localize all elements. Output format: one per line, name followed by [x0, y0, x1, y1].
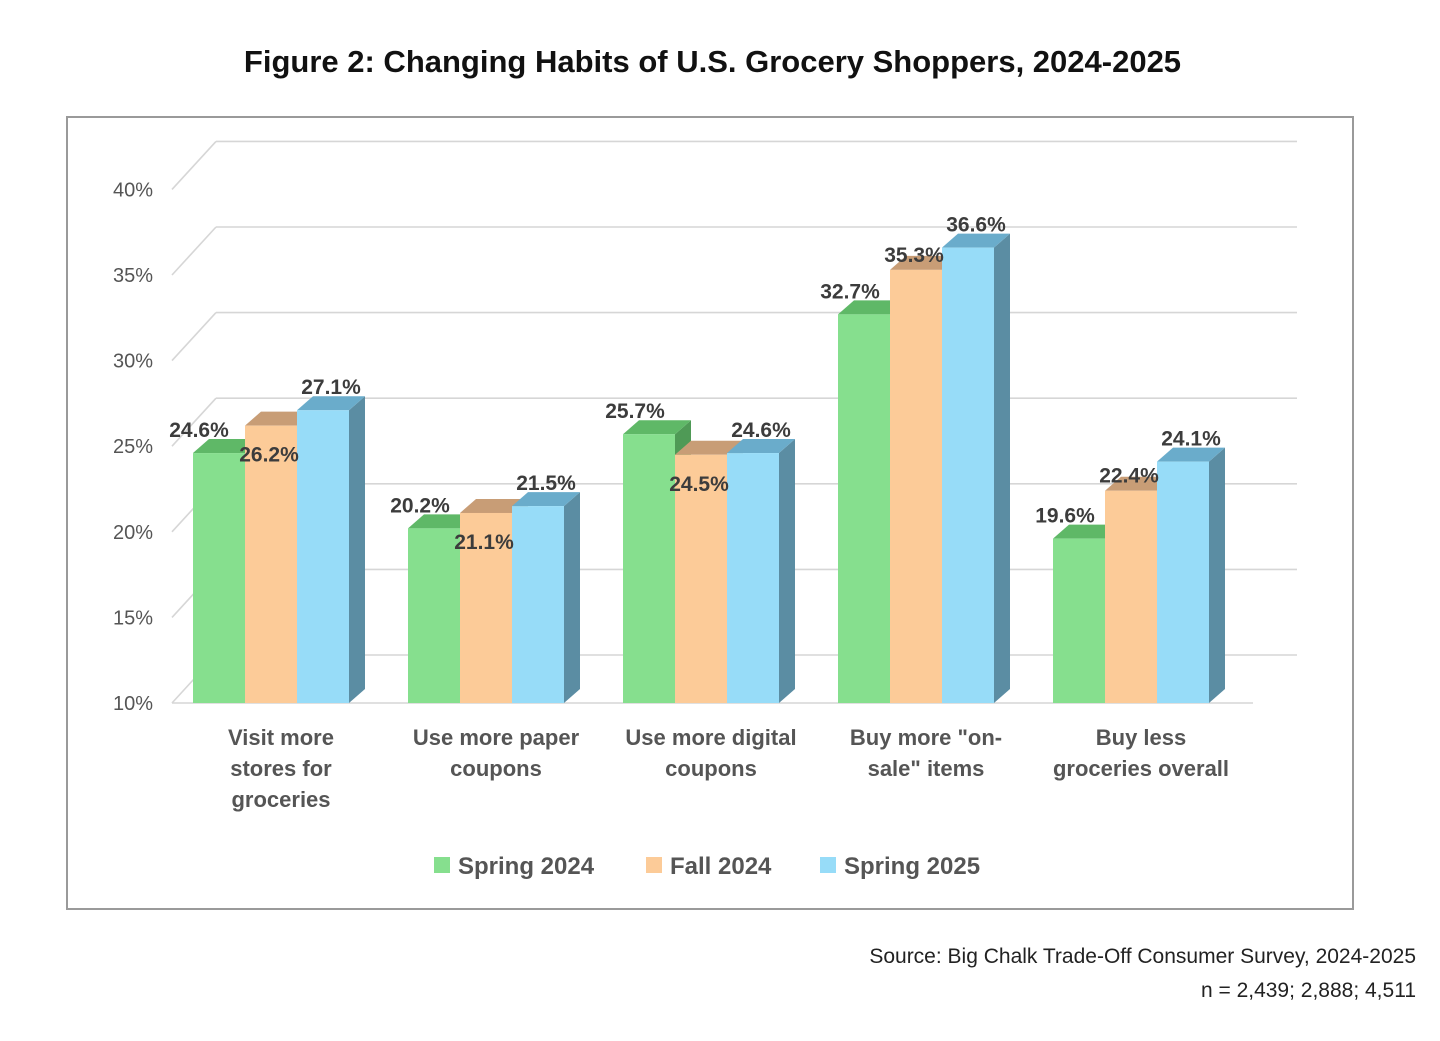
x-tick-label: groceries overall [1053, 756, 1229, 781]
bar-top [408, 514, 476, 529]
data-label: 24.6% [731, 419, 791, 442]
data-label: 21.1% [454, 531, 514, 554]
bar-top [245, 411, 313, 426]
data-label: 22.4% [1099, 465, 1159, 488]
bar [727, 453, 779, 703]
y-tick-label: 40% [113, 179, 153, 201]
data-label: 20.2% [390, 494, 450, 517]
source-note: Source: Big Chalk Trade-Off Consumer Sur… [869, 940, 1416, 1008]
legend-label: Spring 2024 [458, 853, 595, 880]
bar [838, 314, 890, 703]
data-label: 27.1% [301, 376, 361, 399]
bar-top [890, 255, 958, 270]
x-tick-label: stores for [230, 756, 332, 781]
y-tick-label: 35% [113, 265, 153, 287]
data-label: 35.3% [884, 244, 944, 267]
chart-title: Figure 2: Changing Habits of U.S. Grocer… [243, 44, 1182, 79]
legend-label: Spring 2025 [844, 853, 980, 880]
legend-swatch [434, 857, 450, 873]
bar [942, 247, 994, 703]
bar [297, 410, 349, 703]
bar-top [942, 233, 1010, 248]
x-tick-label: sale" items [868, 756, 985, 781]
bar-top [727, 439, 795, 454]
bar-side [349, 396, 365, 703]
x-tick-label: Buy less [1096, 725, 1187, 750]
gridline-diagonal [171, 226, 217, 276]
x-tick-label: Buy more "on- [850, 725, 1002, 750]
data-label: 32.7% [820, 280, 880, 303]
bar-top [1105, 476, 1173, 491]
data-label: 26.2% [239, 444, 299, 467]
x-tick-label: Visit more [228, 725, 334, 750]
gridline-diagonal [171, 397, 217, 447]
gridline-diagonal [171, 312, 217, 362]
bar [245, 425, 297, 703]
bar [1053, 538, 1105, 703]
bar-top [460, 498, 528, 513]
bar [675, 454, 727, 703]
bar [623, 434, 675, 703]
bar-top [297, 396, 365, 411]
bar [512, 506, 564, 703]
bar-side [779, 439, 795, 703]
bar-top [1053, 524, 1121, 539]
bar-top [1157, 447, 1225, 462]
bar-top [675, 440, 743, 455]
bar [460, 512, 512, 703]
x-tick-label: coupons [665, 756, 757, 781]
data-label: 19.6% [1035, 505, 1095, 528]
bar [408, 528, 460, 703]
legend-label: Fall 2024 [670, 853, 772, 880]
data-label: 24.6% [169, 419, 229, 442]
bar-top [512, 492, 580, 507]
chart-frame [66, 116, 1354, 910]
data-label: 24.5% [669, 473, 729, 496]
bar [890, 269, 942, 703]
bar [1105, 490, 1157, 703]
bar-top [623, 420, 691, 435]
bar [1157, 461, 1209, 703]
x-tick-label: coupons [450, 756, 542, 781]
y-tick-label: 10% [113, 693, 153, 715]
y-tick-label: 30% [113, 351, 153, 373]
bar-side [994, 233, 1010, 703]
bar-side [564, 492, 580, 703]
data-label: 25.7% [605, 400, 665, 423]
y-tick-label: 20% [113, 522, 153, 544]
y-tick-label: 25% [113, 436, 153, 458]
data-label: 36.6% [946, 214, 1006, 237]
data-label: 21.5% [516, 472, 576, 495]
bar-top [838, 300, 906, 315]
data-label: 24.1% [1161, 428, 1221, 451]
y-tick-label: 15% [113, 607, 153, 629]
source-line: Source: Big Chalk Trade-Off Consumer Sur… [869, 945, 1416, 968]
x-tick-label: Use more paper [413, 725, 580, 750]
sample-size-line: n = 2,439; 2,888; 4,511 [1200, 979, 1416, 1002]
x-tick-label: Use more digital [625, 725, 796, 750]
legend-swatch [820, 857, 836, 873]
bar-side [1209, 447, 1225, 703]
gridline-diagonal [171, 140, 217, 190]
bar [193, 453, 245, 703]
x-tick-label: groceries [231, 787, 330, 812]
legend-swatch [646, 857, 662, 873]
bar-top [193, 439, 261, 454]
